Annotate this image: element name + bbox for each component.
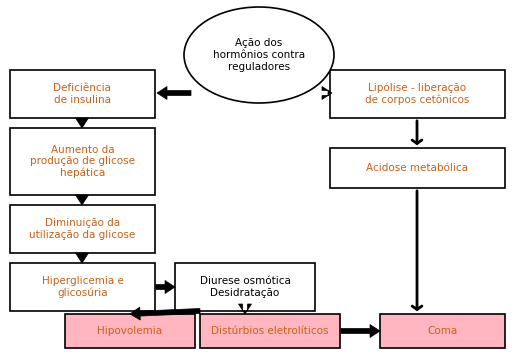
Bar xyxy=(10,70,155,118)
Bar xyxy=(10,128,155,195)
Polygon shape xyxy=(322,87,332,100)
Text: Hipovolemia: Hipovolemia xyxy=(97,326,163,336)
Bar xyxy=(10,205,155,253)
Polygon shape xyxy=(76,118,89,128)
Bar xyxy=(380,314,505,348)
Polygon shape xyxy=(157,87,191,100)
Polygon shape xyxy=(156,281,175,294)
Text: Lipólise - liberação
de corpos cetônicos: Lipólise - liberação de corpos cetônicos xyxy=(365,83,470,105)
Text: Distúrbios eletrolíticos: Distúrbios eletrolíticos xyxy=(211,326,329,336)
Text: Coma: Coma xyxy=(427,326,457,336)
Text: Hiperglicemia e
glicosúria: Hiperglicemia e glicosúria xyxy=(41,276,123,298)
Bar xyxy=(330,70,505,118)
Text: Ação dos
hormônios contra
reguladores: Ação dos hormônios contra reguladores xyxy=(213,38,305,71)
Polygon shape xyxy=(341,325,380,338)
Polygon shape xyxy=(76,195,89,205)
Ellipse shape xyxy=(184,7,334,103)
Bar xyxy=(200,314,340,348)
Text: Deficiência
de insulina: Deficiência de insulina xyxy=(53,83,111,105)
Polygon shape xyxy=(130,307,200,320)
Bar xyxy=(10,263,155,311)
Text: Acidose metabólica: Acidose metabólica xyxy=(367,163,468,173)
Polygon shape xyxy=(238,304,252,314)
Text: Diminuição da
utilização da glicose: Diminuição da utilização da glicose xyxy=(30,218,136,240)
Text: Aumento da
produção de glicose
hepática: Aumento da produção de glicose hepática xyxy=(30,145,135,178)
Polygon shape xyxy=(76,253,89,263)
Bar xyxy=(65,314,195,348)
Text: Diurese osmótica
Desidratação: Diurese osmótica Desidratação xyxy=(199,276,291,298)
Bar xyxy=(175,263,315,311)
Bar xyxy=(330,148,505,188)
